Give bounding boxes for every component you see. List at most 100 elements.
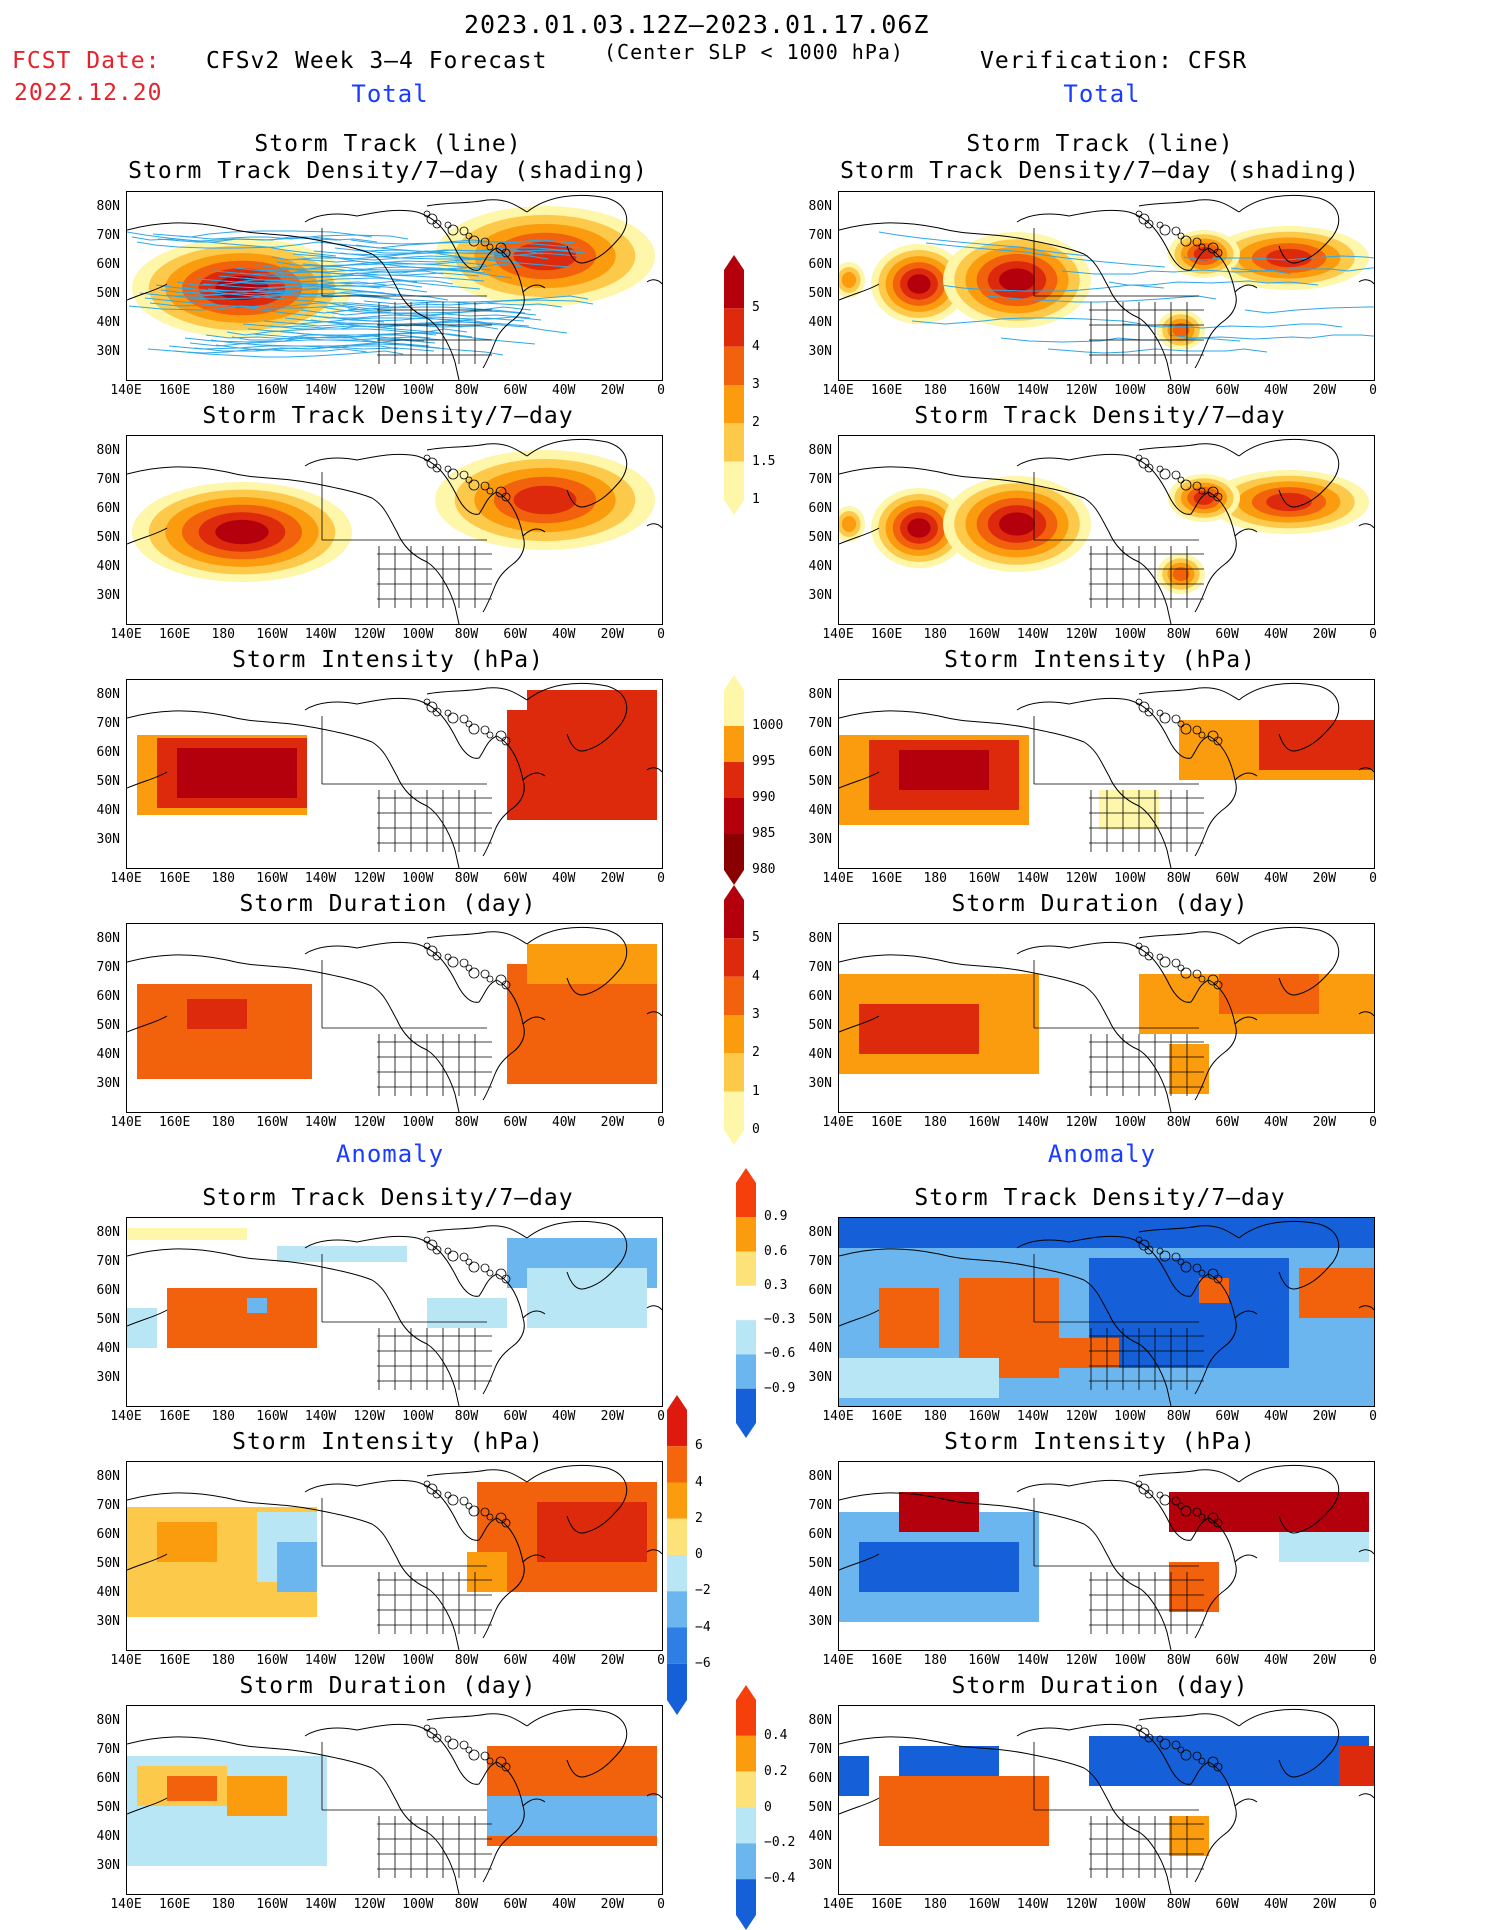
fcst-date: 2022.12.20	[14, 80, 163, 106]
colorbar-label: 4	[752, 968, 760, 984]
lat-tick-label: 70N	[808, 960, 832, 975]
lon-tick-label: 100W	[1114, 1409, 1146, 1424]
lon-tick-label: 20W	[1312, 383, 1337, 398]
colorbar-label: 4	[752, 338, 760, 354]
lon-tick-label: 140W	[304, 1409, 337, 1424]
colorbar-swatch	[667, 1663, 687, 1700]
lon-tick-label: 140E	[110, 1409, 142, 1424]
lon-tick-label: 0	[1369, 1409, 1377, 1424]
colorbar-swatch	[724, 762, 744, 798]
lon-tick-label: 100W	[402, 1897, 434, 1912]
colorbar-label: −0.3	[764, 1312, 796, 1328]
colorbar-label: 2	[752, 1045, 760, 1061]
panel-title: Storm Intensity (hPa)	[232, 1429, 544, 1455]
lon-tick-label: 0	[657, 1653, 665, 1668]
lon-tick-label: 180	[211, 1409, 235, 1424]
lat-tick-label: 50N	[96, 1312, 120, 1327]
lat-tick-label: 50N	[808, 1800, 832, 1815]
lon-tick-label: 40W	[1263, 871, 1288, 886]
colorbar-swatch	[667, 1446, 687, 1483]
lon-tick-label: 20W	[600, 627, 625, 642]
colorbar-swatch	[724, 834, 744, 870]
lon-tick-label: 60W	[503, 1409, 527, 1424]
lat-tick-label: 60N	[96, 1527, 120, 1542]
state-borders	[1033, 1498, 1204, 1634]
lon-tick-label: 100W	[402, 1115, 434, 1130]
shaded-cell	[127, 1228, 247, 1240]
lon-tick-label: 0	[1369, 871, 1377, 886]
lon-tick-label: 140E	[822, 1653, 854, 1668]
lon-tick-label: 80W	[1166, 1409, 1191, 1424]
lat-tick-label: 80N	[96, 931, 120, 946]
lon-tick-label: 140E	[110, 1897, 142, 1912]
colorbar-label: 0.2	[764, 1763, 788, 1779]
colorbar-label: 985	[752, 826, 776, 841]
lon-tick-label: 160E	[870, 627, 903, 642]
lon-tick-label: 160W	[968, 1409, 1000, 1424]
state-borders	[1033, 472, 1204, 608]
lat-tick-label: 30N	[96, 344, 120, 359]
lon-tick-label: 160E	[870, 1115, 903, 1130]
lat-tick-label: 60N	[96, 1771, 120, 1786]
lon-tick-label: 160E	[870, 1653, 903, 1668]
colorbar-label: 0.6	[764, 1243, 788, 1259]
lon-tick-label: 180	[211, 627, 235, 642]
shaded-cell	[177, 748, 297, 798]
islands	[423, 1236, 511, 1284]
colorbar-label: 1000	[752, 718, 784, 733]
density-contour	[999, 512, 1035, 536]
lon-tick-label: 180	[923, 871, 947, 886]
lon-tick-label: 100W	[1114, 1115, 1146, 1130]
lat-tick-label: 50N	[96, 1556, 120, 1571]
lon-tick-label: 140W	[1016, 871, 1049, 886]
lon-tick-label: 40W	[1263, 1115, 1288, 1130]
lon-tick-label: 40W	[551, 627, 576, 642]
shaded-cell	[247, 1298, 267, 1313]
lat-tick-label: 70N	[808, 472, 832, 487]
verification-label: Verification: CFSR	[980, 48, 1248, 74]
lon-tick-label: 140W	[304, 1897, 337, 1912]
lat-tick-label: 40N	[96, 1829, 120, 1844]
colorbar-label: 3	[752, 1007, 760, 1022]
lat-tick-label: 70N	[96, 716, 120, 731]
colorbar-label: −0.2	[764, 1835, 796, 1851]
colorbar-bottom-triangle	[724, 870, 744, 885]
panel-title: Storm Duration (day)	[951, 1673, 1249, 1699]
lon-tick-label: 180	[923, 1409, 947, 1424]
shaded-cell	[187, 999, 247, 1029]
colorbar-label: 995	[752, 754, 776, 769]
panel-title: Storm Intensity (hPa)	[944, 647, 1256, 673]
shaded-cell	[899, 750, 989, 790]
lon-tick-label: 80W	[1166, 1115, 1191, 1130]
lat-tick-label: 70N	[808, 1742, 832, 1757]
lat-tick-label: 50N	[96, 774, 120, 789]
shaded-cell	[879, 1288, 939, 1348]
lat-tick-label: 60N	[808, 989, 832, 1004]
shaded-cell	[1169, 1044, 1209, 1094]
shaded-cell	[127, 1308, 157, 1348]
state-borders	[1033, 228, 1204, 364]
lon-tick-label: 120W	[353, 1115, 385, 1130]
colorbar-swatch	[724, 1015, 744, 1054]
colorbar-anom_duration	[736, 1685, 756, 1930]
lat-tick-label: 80N	[808, 1469, 832, 1484]
lon-tick-label: 160W	[968, 1653, 1000, 1668]
map-density-forecast	[126, 435, 663, 625]
lat-tick-label: 40N	[808, 803, 832, 818]
colorbar-swatch	[667, 1627, 687, 1664]
shaded-cell	[1339, 1746, 1374, 1786]
lon-tick-label: 160E	[870, 1409, 903, 1424]
density-contour	[907, 518, 931, 538]
lon-tick-label: 160E	[158, 1115, 191, 1130]
shaded-cell	[487, 1796, 657, 1836]
lon-tick-label: 140E	[110, 383, 142, 398]
lon-tick-label: 60W	[503, 627, 527, 642]
panel-title: Storm Duration (day)	[951, 891, 1249, 917]
lon-tick-label: 160W	[256, 1409, 288, 1424]
islands	[1135, 454, 1223, 502]
colorbar-swatch	[667, 1518, 687, 1555]
lat-tick-label: 70N	[808, 1498, 832, 1513]
lat-tick-label: 30N	[808, 832, 832, 847]
shaded-cell	[859, 1004, 979, 1054]
lat-tick-label: 70N	[96, 1742, 120, 1757]
